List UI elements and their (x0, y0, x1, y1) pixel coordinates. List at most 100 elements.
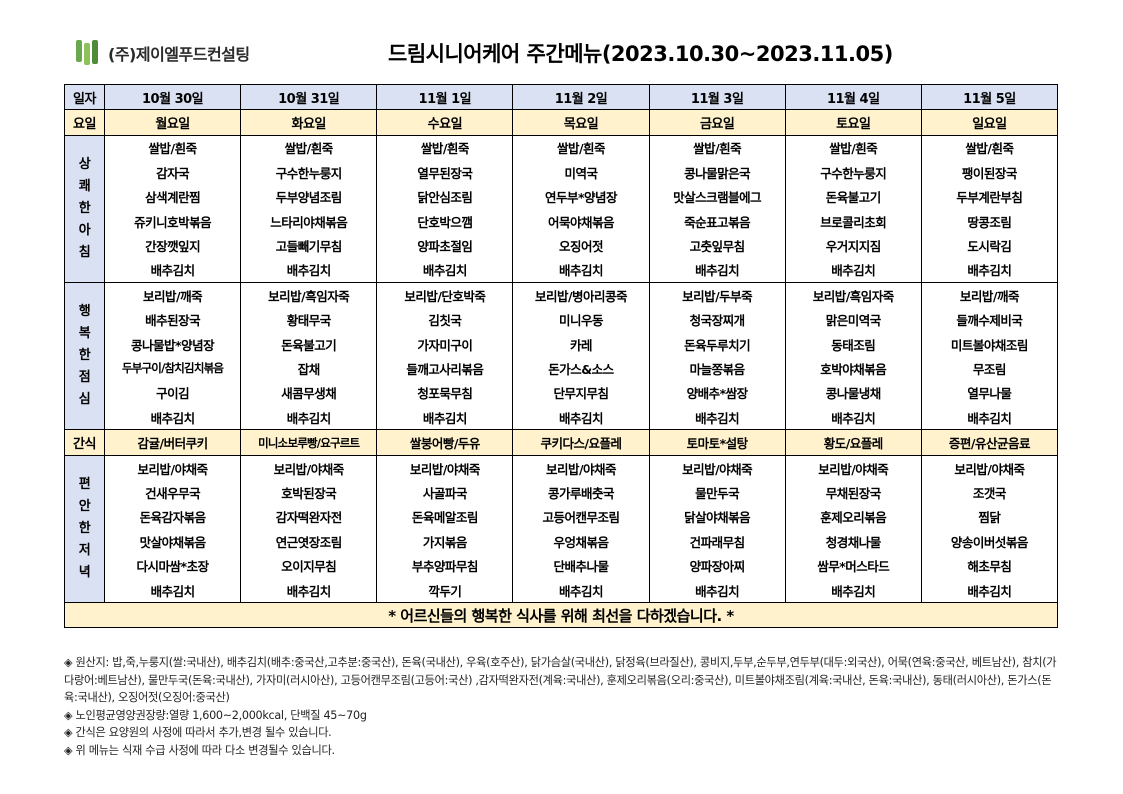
menu-row: 간장깻잎지 고들빼기무침 양파초절임 오징어젓 고춧잎무침 우거지지짐 도시락김 (65, 233, 1059, 258)
menu-item: 돈육메알조림 (376, 504, 514, 530)
menu-item: 콩나물냉채 (784, 380, 922, 406)
dow-label: 요일 (64, 109, 105, 136)
date-cell: 11월 1일 (376, 83, 514, 111)
menu-item: 땅콩조림 (920, 208, 1059, 234)
menu-item: 들깨수제비국 (920, 307, 1059, 332)
menu-item: 배추김치 (240, 577, 378, 604)
menu-item: 가자미구이 (376, 331, 514, 357)
menu-item: 돈육불고기 (240, 331, 378, 357)
meal-label: 상쾌한아침 (64, 134, 105, 284)
menu-item: 미트볼야채조림 (920, 331, 1059, 357)
menu-item: 황태무국 (240, 307, 378, 332)
menu-item: 느타리야채볶음 (240, 208, 378, 234)
menu-item: 삼색계란찜 (103, 184, 242, 209)
menu-row: 콩나물밥*양념장 돈육불고기 가자미구이 카레 돈육두루치기 동태조림 미트볼야채조림 (65, 331, 1059, 357)
menu-item: 보리밥/야채죽 (240, 454, 378, 481)
menu-item: 콩나물맑은국 (648, 160, 786, 185)
menu-item: 콩나물밥*양념장 (103, 331, 242, 357)
menu-item: 쌀밥/흰죽 (376, 134, 514, 161)
dow-cell: 월요일 (103, 109, 242, 136)
date-cell: 11월 2일 (512, 83, 650, 111)
menu-item: 양파초절임 (376, 233, 514, 258)
menu-item: 배추김치 (784, 257, 922, 284)
menu-item: 무채된장국 (784, 480, 922, 505)
menu-row: 다시마쌈*초장 오이지무침 부추양파무침 단배추나물 양파장아찌 쌈무*머스타드 해초무침 (65, 553, 1059, 578)
menu-item: 배추김치 (376, 405, 514, 431)
menu-item: 구이김 (103, 380, 242, 406)
note-origin: ◈ 원산지: 밥,죽,누룽지(쌀:국내산), 배추김치(배추:중국산,고추분:중… (64, 656, 1057, 704)
footer-row: * 어르신들의 행복한 식사를 위해 최선을 다하겠습니다. * (64, 602, 1058, 629)
menu-item: 고들빼기무침 (240, 233, 378, 258)
note-nutrition: ◈ 노인평균영양권장량:열량 1,600~2,000kcal, 단백질 45~7… (64, 708, 367, 722)
meal-label-text: 행복한점심 (78, 304, 91, 408)
menu-item: 호박야채볶음 (784, 356, 922, 381)
menu-row: 배추김치 배추김치 배추김치 배추김치 배추김치 배추김치 배추김치 (65, 405, 1059, 431)
footer-message: * 어르신들의 행복한 식사를 위해 최선을 다하겠습니다. * (64, 602, 1058, 629)
menu-item: 보리밥/야채죽 (376, 454, 514, 481)
menu-item: 배추김치 (103, 257, 242, 284)
logo-mark-icon (72, 38, 102, 68)
menu-item: 부추양파무침 (376, 553, 514, 578)
menu-item: 두부양념조림 (240, 184, 378, 209)
menu-row: 행복한점심 보리밥/깨죽 보리밥/흑임자죽 보리밥/단호박죽 보리밥/병아리콩죽 보리밥/… (64, 282, 1059, 431)
date-cell: 10월 30일 (103, 83, 242, 111)
menu-item: 배추김치 (920, 405, 1059, 431)
menu-item: 연근엿장조림 (240, 529, 378, 554)
menu-row: 편안한저녁 보리밥/야채죽 보리밥/야채죽 보리밥/야채죽 보리밥/야채죽 보리밥/야채죽… (64, 454, 1059, 604)
menu-item: 배추김치 (103, 577, 242, 604)
menu-item: 보리밥/두부죽 (648, 282, 786, 308)
menu-item: 오징어젓 (512, 233, 650, 258)
date-cell: 10월 31일 (240, 83, 378, 111)
menu-item: 맛살스크램블에그 (648, 184, 786, 209)
note-menu-change: ◈ 위 메뉴는 식재 수급 사정에 따라 다소 변경될수 있습니다. (64, 743, 335, 757)
menu-item: 브로콜리초회 (784, 208, 922, 234)
menu-item: 보리밥/흑임자죽 (240, 282, 378, 308)
menu-item: 사골파국 (376, 480, 514, 505)
dow-row: 요일 월요일 화요일 수요일 목요일 금요일 토요일 일요일 (64, 109, 1059, 136)
menu-item: 다시마쌈*초장 (103, 553, 242, 578)
menu-item: 돈육불고기 (784, 184, 922, 209)
company-logo: (주)제이엘푸드컨설팅 (72, 38, 250, 68)
date-cell: 11월 5일 (920, 83, 1059, 111)
menu-item: 양송이버섯볶음 (920, 529, 1059, 554)
menu-item: 배추김치 (648, 257, 786, 284)
menu-row: 돈육감자볶음 감자떡완자전 돈육메알조림 고등어캔무조림 닭살야채볶음 훈제오리볶음 찜닭 (65, 504, 1059, 530)
menu-item: 쌀밥/흰죽 (784, 134, 922, 161)
menu-item: 잡채 (240, 356, 378, 381)
menu-item: 돈육두루치기 (648, 331, 786, 357)
snack-cell: 토마토*설탕 (648, 429, 786, 456)
menu-item: 배추김치 (512, 257, 650, 284)
menu-item: 열무된장국 (376, 160, 514, 185)
menu-item: 배추김치 (512, 577, 650, 604)
menu-item: 쌀밥/흰죽 (920, 134, 1059, 161)
menu-item: 배추김치 (784, 405, 922, 431)
snack-cell: 미니소보루빵/요구르트 (240, 429, 378, 456)
menu-item: 새콤무생채 (240, 380, 378, 406)
dow-cell: 수요일 (376, 109, 514, 136)
menu-row: 쥬키니호박볶음 느타리야채볶음 단호박으깸 어묵야채볶음 죽순표고볶음 브로콜리초회 땅콩조… (65, 208, 1059, 234)
menu-item: 어묵야채볶음 (512, 208, 650, 234)
snack-cell: 쿠키다스/요플레 (512, 429, 650, 456)
menu-item: 배추김치 (920, 257, 1059, 284)
menu-item: 콩가루배춧국 (512, 480, 650, 505)
menu-item: 김칫국 (376, 307, 514, 332)
menu-row: 배추된장국 황태무국 김칫국 미니우동 청국장찌개 맑은미역국 들깨수제비국 (65, 307, 1059, 332)
menu-item: 배추김치 (376, 257, 514, 284)
menu-item: 청포묵무침 (376, 380, 514, 406)
snack-cell: 증편/유산균음료 (920, 429, 1059, 456)
date-cell: 11월 4일 (784, 83, 922, 111)
menu-item: 보리밥/흑임자죽 (784, 282, 922, 308)
menu-row: 배추김치 배추김치 배추김치 배추김치 배추김치 배추김치 배추김치 (65, 257, 1059, 284)
menu-item: 배추김치 (240, 405, 378, 431)
date-cell: 11월 3일 (648, 83, 786, 111)
menu-item: 마늘쫑볶음 (648, 356, 786, 381)
snack-cell: 황도/요플레 (784, 429, 922, 456)
menu-item: 우엉채볶음 (512, 529, 650, 554)
meal-label: 행복한점심 (64, 282, 105, 431)
menu-item: 훈제오리볶음 (784, 504, 922, 530)
menu-item: 구수한누룽지 (784, 160, 922, 185)
notes-section: ◈ 원산지: 밥,죽,누룽지(쌀:국내산), 배추김치(배추:중국산,고추분:중… (64, 654, 1058, 759)
menu-row: 상쾌한아침 쌀밥/흰죽 쌀밥/흰죽 쌀밥/흰죽 쌀밥/흰죽 쌀밥/흰죽 쌀밥/흰죽 쌀밥/흰죽 (64, 134, 1059, 284)
menu-item: 쌀밥/흰죽 (648, 134, 786, 161)
menu-row: 배추김치 배추김치 깍두기 배추김치 배추김치 배추김치 배추김치 (65, 577, 1059, 604)
